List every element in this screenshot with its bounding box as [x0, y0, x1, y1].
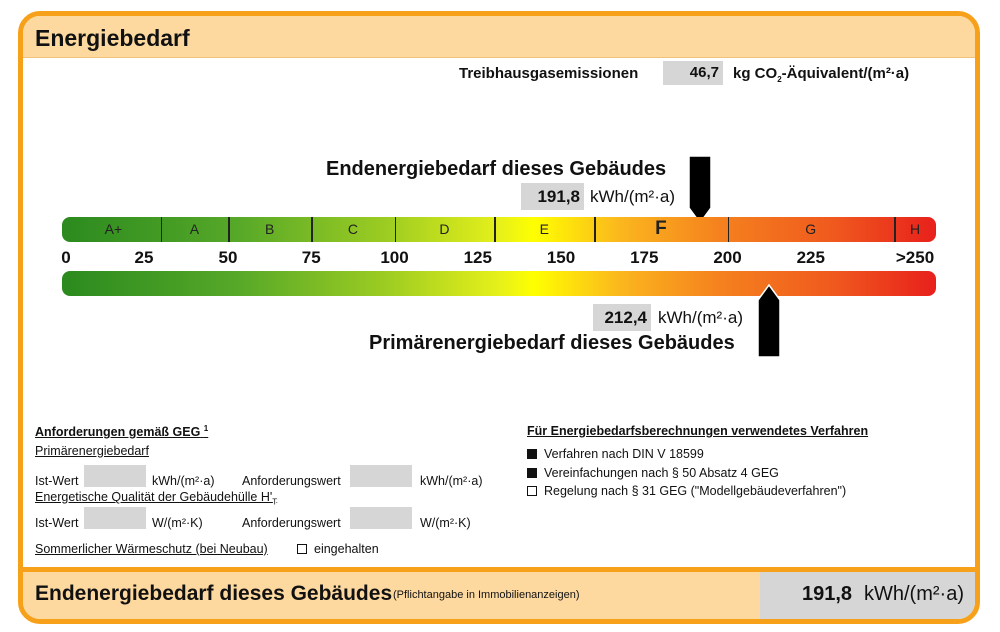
primary-unit: kWh/(m²·a) [152, 474, 215, 488]
class-divider [160, 217, 163, 242]
class-divider [394, 217, 396, 242]
end-energy-unit: kWh/(m²·a) [590, 187, 675, 206]
checkbox-icon [527, 449, 537, 459]
footer-label: Endenergiebedarf dieses Gebäudes [35, 582, 393, 605]
requirements-heading: Anforderungen gemäß GEG 1 [35, 424, 208, 439]
summer-protection-label: Sommerlicher Wärmeschutz (bei Neubau) [35, 542, 268, 556]
tick-label: 100 [380, 248, 409, 267]
header-band: Energiebedarf [23, 16, 975, 58]
end-energy-value: 191,8 [537, 187, 580, 206]
method-label: Verfahren nach DIN V 18599 [544, 447, 704, 461]
energy-class-G: G [805, 221, 817, 237]
method-item[interactable]: Verfahren nach DIN V 18599 [527, 445, 846, 464]
energy-class-B: B [264, 221, 275, 237]
method-label: Regelung nach § 31 GEG ("Modellgebäudeve… [544, 484, 847, 498]
primary-ist-wert-field [84, 465, 146, 487]
envelope-anforderungswert-field [350, 507, 412, 529]
primary-unit-2: kWh/(m²·a) [420, 474, 483, 488]
energy-class-D: D [439, 221, 450, 237]
summer-checkbox[interactable]: eingehalten [297, 542, 379, 556]
envelope-label: Energetische Qualität der Gebäudehülle H… [35, 490, 277, 507]
energy-class-E: E [539, 221, 550, 237]
tick-label: 125 [463, 248, 492, 267]
energy-gradient-bar [62, 271, 936, 296]
unit-suffix: -Äquivalent/(m²·a) [781, 65, 910, 82]
primary-energy-arrow-icon [757, 284, 781, 358]
footer-note: (Pflichtangabe in Immobilienanzeigen) [393, 589, 580, 601]
ist-wert-label-2: Ist-Wert [35, 516, 79, 530]
ist-wert-label: Ist-Wert [35, 474, 79, 488]
emissions-value: 46,7 [689, 64, 719, 81]
energy-certificate-frame: Energiebedarf Endenergiebedarf dieses Ge… [18, 11, 980, 624]
footer-unit: kWh/(m²·a) [864, 583, 964, 605]
energy-class-C: C [347, 221, 358, 237]
envelope-sub: T [272, 497, 278, 507]
tick-label: 25 [134, 248, 154, 267]
class-divider [228, 217, 230, 242]
primary-energy-unit: kWh/(m²·a) [658, 308, 743, 327]
energy-class-bar: A+ A B C D E F G H [62, 217, 936, 242]
tick-label: 50 [218, 248, 238, 267]
primary-energy-value-box: 212,4 [593, 304, 651, 331]
energy-class-A+: A+ [104, 221, 123, 237]
envelope-ist-wert-field [84, 507, 146, 529]
energy-class-A: A [189, 221, 200, 237]
primary-requirement-label: Primärenergiebedarf [35, 444, 149, 458]
unit-sub: 2 [777, 75, 782, 84]
methods-list: Verfahren nach DIN V 18599 Vereinfachunge… [527, 445, 846, 501]
primary-energy-label: Primärenergiebedarf dieses Gebäudes [369, 332, 735, 354]
checkbox-icon [527, 467, 537, 478]
checkbox-icon [527, 486, 537, 496]
envelope-label-text: Energetische Qualität der Gebäudehülle H… [35, 490, 273, 504]
anforderungswert-label-2: Anforderungswert [242, 516, 341, 530]
footer-value: 191,8 [802, 583, 853, 605]
unit-prefix: kg CO [733, 65, 778, 82]
tick-label: 200 [713, 248, 742, 267]
envelope-unit-2: W/(m²·K) [420, 516, 471, 530]
tick-label: 75 [301, 248, 321, 267]
anforderungswert-label: Anforderungswert [242, 474, 341, 488]
class-divider [594, 217, 596, 242]
tick-label: 150 [546, 248, 576, 267]
class-divider [494, 217, 496, 242]
energy-class-H: H [909, 221, 921, 237]
tick-label: 0 [61, 248, 71, 267]
method-item[interactable]: Regelung nach § 31 GEG ("Modellgebäudeve… [527, 482, 846, 501]
method-label: Vereinfachungen nach § 50 Absatz 4 GEG [544, 465, 779, 480]
requirements-heading-text: Anforderungen gemäß GEG [35, 425, 201, 440]
primary-energy-value: 212,4 [604, 308, 647, 327]
tick-label: 175 [630, 248, 659, 267]
footer-band: Endenergiebedarf dieses Gebäudes (Pflich… [23, 567, 975, 619]
end-energy-value-box: 191,8 [521, 183, 584, 210]
summer-check-label: eingehalten [314, 542, 379, 556]
emissions-label: Treibhausgasemissionen [459, 65, 639, 82]
method-item[interactable]: Vereinfachungen nach § 50 Absatz 4 GEG [527, 464, 846, 483]
methods-heading: Für Energiebedarfsberechnungen verwendet… [527, 424, 869, 438]
envelope-unit: W/(m²·K) [152, 516, 203, 530]
emissions-value-box: 46,7 [663, 61, 723, 85]
checkbox-icon [297, 544, 307, 554]
page-title: Energiebedarf [35, 25, 190, 51]
tick-label: >250 [895, 248, 935, 267]
class-divider [727, 217, 729, 242]
footnote-marker: 1 [203, 424, 209, 433]
energy-class-F: F [655, 218, 667, 239]
emissions-unit: kg CO2-Äquivalent/(m²·a) [733, 65, 909, 84]
tick-label: 225 [796, 248, 825, 267]
primary-anforderungswert-field [350, 465, 412, 487]
end-energy-arrow-icon [688, 156, 712, 224]
class-divider [311, 217, 313, 242]
end-energy-label: Endenergiebedarf dieses Gebäudes [326, 158, 667, 180]
footer-value-box: 191,8 kWh/(m²·a) [760, 572, 975, 619]
class-divider [894, 217, 896, 242]
